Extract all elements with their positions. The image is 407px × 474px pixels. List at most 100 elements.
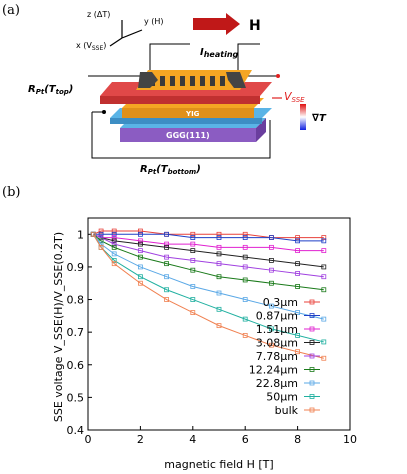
legend-label: bulk bbox=[275, 404, 299, 417]
meander-bar bbox=[210, 76, 215, 86]
y-tick-label: 0.7 bbox=[67, 326, 85, 339]
x-ticks: 0 2 4 6 8 10 bbox=[85, 426, 357, 446]
data-point bbox=[111, 228, 117, 234]
legend-item: 0.87μm bbox=[256, 310, 320, 323]
data-point bbox=[137, 248, 143, 254]
coordinate-axes bbox=[109, 20, 143, 47]
field-arrow-icon bbox=[193, 13, 240, 35]
temperature-gradient-bar bbox=[300, 104, 306, 130]
legend-item: 12.24μm bbox=[249, 364, 320, 377]
data-point bbox=[242, 264, 248, 270]
data-point bbox=[137, 238, 143, 244]
data-point bbox=[268, 257, 274, 263]
series-line bbox=[93, 233, 324, 268]
meander-bar bbox=[160, 76, 165, 86]
ggg-label: GGG(111) bbox=[166, 131, 210, 140]
data-point bbox=[321, 238, 327, 244]
legend-label: 22.8μm bbox=[256, 377, 298, 390]
data-point bbox=[111, 241, 117, 247]
gradient-label: ∇T bbox=[312, 113, 327, 124]
data-point bbox=[295, 261, 301, 267]
data-point bbox=[216, 274, 222, 280]
rpt-top-label: RPt(Ttop) bbox=[28, 84, 73, 96]
data-point bbox=[242, 231, 248, 237]
data-point bbox=[111, 251, 117, 257]
data-point bbox=[216, 323, 222, 329]
y-ticks: 0.4 0.5 0.6 0.7 0.8 0.9 1 bbox=[67, 228, 92, 437]
pt-top-front-face bbox=[100, 96, 260, 104]
data-point bbox=[164, 287, 170, 293]
y-tick-label: 0.8 bbox=[67, 294, 85, 307]
data-point bbox=[190, 248, 196, 254]
data-point bbox=[190, 231, 196, 237]
data-point bbox=[295, 333, 301, 338]
data-point bbox=[216, 231, 222, 237]
data-point bbox=[295, 310, 301, 315]
meander-bar bbox=[180, 76, 185, 86]
data-point bbox=[111, 238, 117, 244]
data-point bbox=[137, 254, 143, 260]
data-point bbox=[164, 244, 170, 250]
data-point bbox=[242, 235, 248, 240]
data-point bbox=[321, 248, 327, 254]
data-point bbox=[190, 267, 196, 273]
data-point bbox=[295, 271, 301, 276]
legend-swatch-marker bbox=[309, 340, 315, 345]
legend: 0.3μm0.87μm1.51μm3.08μm7.78μm12.24μm22.8… bbox=[249, 296, 320, 417]
data-point bbox=[216, 244, 222, 250]
series-line bbox=[92, 233, 324, 320]
x-axis-line bbox=[109, 37, 123, 47]
y-tick-label: 0.5 bbox=[67, 391, 85, 404]
x-axis-label: magnetic field H [T] bbox=[164, 458, 273, 471]
rpt-bottom-terminal bbox=[102, 110, 106, 114]
data-point bbox=[321, 339, 327, 345]
data-point bbox=[190, 284, 196, 289]
series-6 bbox=[90, 231, 327, 322]
data-point bbox=[242, 333, 248, 338]
data-point bbox=[268, 267, 274, 273]
x-tick-label: 8 bbox=[294, 433, 301, 446]
series-line bbox=[92, 234, 324, 359]
data-point bbox=[137, 241, 143, 247]
data-point bbox=[216, 261, 222, 267]
data-point bbox=[268, 235, 274, 240]
legend-swatch-marker bbox=[309, 367, 315, 372]
legend-label: 7.78μm bbox=[256, 350, 298, 363]
data-point bbox=[137, 274, 143, 280]
meander-bar bbox=[220, 76, 225, 86]
data-point bbox=[295, 248, 301, 254]
legend-label: 3.08μm bbox=[256, 337, 298, 350]
z-axis-label: z (ΔT) bbox=[87, 10, 110, 19]
data-point bbox=[111, 261, 117, 267]
legend-label: 0.87μm bbox=[256, 310, 298, 323]
data-point bbox=[164, 254, 170, 260]
legend-item: bulk bbox=[275, 404, 320, 417]
data-point bbox=[242, 254, 248, 260]
y-axis-label: SSE voltage V_SSE(H)/V_SSE(0.2T) bbox=[52, 232, 65, 422]
legend-swatch-marker bbox=[309, 313, 315, 318]
series-0 bbox=[90, 228, 327, 240]
meander-bar bbox=[200, 76, 205, 86]
legend-swatch-marker bbox=[309, 407, 315, 413]
data-point bbox=[98, 228, 104, 234]
data-point bbox=[321, 264, 327, 270]
panel-a-label: (a) bbox=[2, 3, 20, 18]
data-point bbox=[164, 261, 170, 267]
legend-label: 1.51μm bbox=[256, 323, 298, 336]
data-point bbox=[98, 244, 104, 250]
data-point bbox=[268, 303, 274, 309]
legend-label: 50μm bbox=[266, 391, 298, 404]
series-group bbox=[90, 228, 327, 361]
data-point bbox=[321, 316, 327, 322]
y-axis-label: y (H) bbox=[144, 17, 164, 26]
data-point bbox=[295, 235, 301, 240]
data-point bbox=[268, 244, 274, 250]
data-point bbox=[216, 235, 222, 240]
data-point bbox=[137, 280, 143, 286]
legend-item: 1.51μm bbox=[256, 323, 320, 336]
series-line bbox=[93, 233, 324, 252]
data-point bbox=[98, 235, 104, 240]
data-point bbox=[242, 277, 248, 283]
legend-label: 0.3μm bbox=[263, 296, 298, 309]
